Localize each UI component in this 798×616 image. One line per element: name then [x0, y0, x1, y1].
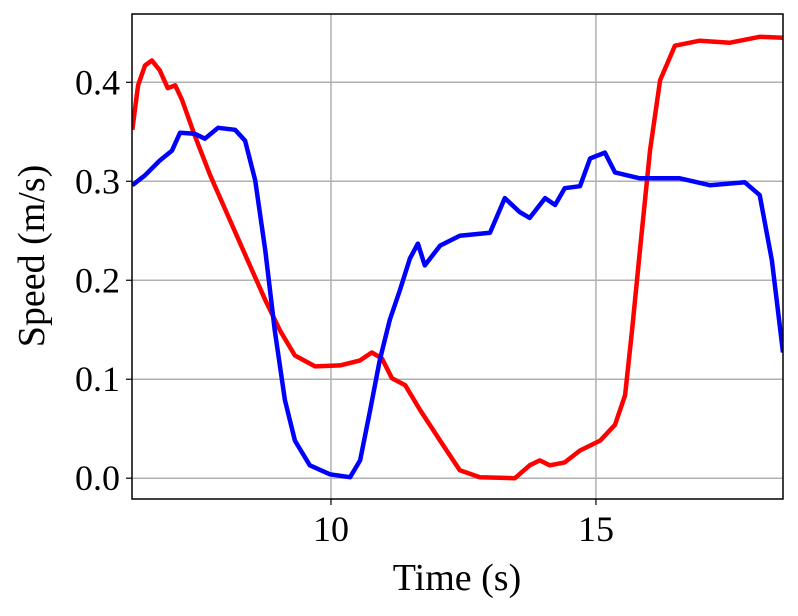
data-line	[132, 34, 783, 481]
y-tick-label: 0.2	[75, 260, 120, 300]
x-tick-label: 15	[578, 509, 614, 549]
y-axis-label: Speed (m/s)	[11, 165, 53, 348]
y-tick-label: 0.4	[75, 62, 120, 102]
y-tick-label: 0.3	[75, 161, 120, 201]
y-tick-label: 0.1	[75, 359, 120, 399]
x-tick-label: 10	[313, 509, 349, 549]
x-axis-label: Time (s)	[393, 557, 521, 599]
y-tick-label: 0.0	[75, 458, 120, 498]
data-line	[132, 125, 783, 480]
plot-frame	[131, 13, 784, 500]
